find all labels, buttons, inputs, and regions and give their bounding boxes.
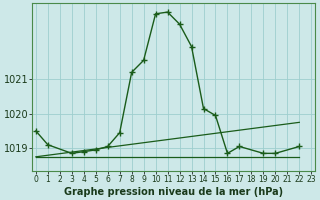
X-axis label: Graphe pression niveau de la mer (hPa): Graphe pression niveau de la mer (hPa) bbox=[64, 187, 283, 197]
